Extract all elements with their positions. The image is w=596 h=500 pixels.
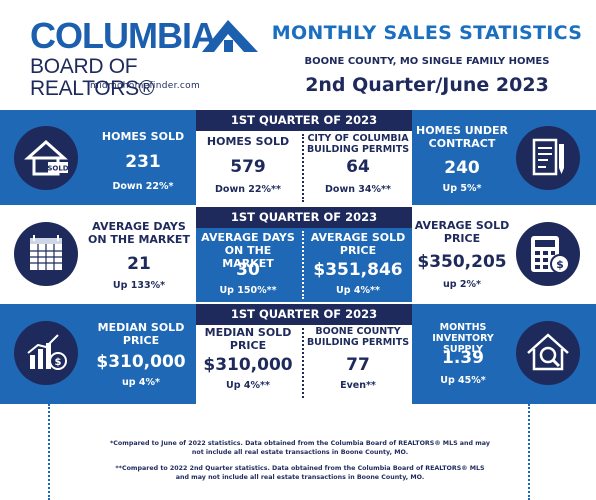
r3-left-label: MEDIAN SOLD PRICE [97,321,185,347]
r1-divider [302,134,304,202]
report-period: 2nd Quarter/June 2023 [305,74,549,96]
row1-quarter-bar: 1ST QUARTER OF 2023 [196,110,412,131]
r2-right-label: AVERAGE SOLD PRICE [414,219,510,245]
logo-url-text: midmohomefinder.com [90,81,201,91]
footnote-1: *Compared to June of 2022 statistics. Da… [110,440,490,456]
footer-dotted-line-left [48,404,50,500]
r2-center-a-change: Up 150%** [219,285,277,296]
house-magnifier-icon [516,321,580,385]
r1-right-value: 240 [444,158,480,178]
r3-center-b-change: Even** [340,380,376,391]
r3-right-value: 1.39 [442,348,484,368]
page-title: MONTHLY SALES STATISTICS [271,22,583,44]
r1-center-b-change: Down 34%** [325,184,391,195]
r1-center-b-label: CITY OF COLUMBIA BUILDING PERMITS [306,133,410,155]
r3-divider [302,328,304,398]
logo-sub-text: BOARD OF REALTORS® [30,55,155,100]
r3-center-a-label: MEDIAN SOLD PRICE [204,326,292,352]
r3-left-change: up 4%* [122,377,160,388]
r1-center-a-value: 579 [230,157,266,177]
bar-chart-dollar-icon: $ [14,321,78,385]
r3-center-a-value: $310,000 [203,355,293,375]
r3-center-b-label: BOONE COUNTY BUILDING PERMITS [306,326,410,348]
logo-main-text: COLUMBIA [30,15,217,56]
r3-right-change: Up 45%* [440,375,486,386]
r2-left-value: 21 [127,254,151,274]
svg-text:SOLD: SOLD [47,165,68,173]
r2-center-b-value: $351,846 [313,260,403,280]
logo-house-icon [202,20,258,52]
r1-right-label: HOMES UNDER CONTRACT [415,124,509,150]
calendar-icon [14,222,78,286]
r2-center-a-label: AVERAGE DAYS ON THE MARKET [201,231,295,270]
columbia-board-logo: COLUMBIA BOARD OF REALTORS® midmohomefin… [30,14,260,100]
r1-center-a-change: Down 22%** [215,184,281,195]
house-sold-icon: SOLD [14,126,78,190]
row2-quarter-bar: 1ST QUARTER OF 2023 [196,207,412,228]
r2-left-label: AVERAGE DAYS ON THE MARKET [88,220,190,246]
r1-left-value: 231 [125,152,161,172]
r1-center-a-label: HOMES SOLD [206,135,290,148]
r1-left-change: Down 22%* [112,181,174,192]
r3-center-b-value: 77 [346,355,370,375]
r2-left-change: Up 133%* [112,280,166,291]
page-subtitle: BOONE COUNTY, MO SINGLE FAMILY HOMES [304,56,550,67]
r3-left-value: $310,000 [96,352,186,372]
r2-divider [302,231,304,299]
row3-quarter-bar: 1ST QUARTER OF 2023 [196,304,412,325]
r2-right-value: $350,205 [417,252,507,272]
r1-right-change: Up 5%* [442,183,482,194]
calculator-dollar-icon: $ [516,222,580,286]
footnote-2: **Compared to 2022 2nd Quarter statistic… [115,465,485,481]
r3-right-label: MONTHS INVENTORY SUPPLY [432,322,494,355]
footer-dotted-line-right [528,404,530,500]
r1-center-b-value: 64 [346,157,370,177]
r2-center-b-change: Up 4%** [336,285,380,296]
r3-center-a-change: Up 4%** [226,380,270,391]
svg-text:$: $ [556,258,564,271]
svg-text:$: $ [55,357,62,368]
r1-left-label: HOMES SOLD [101,130,185,143]
contract-pen-icon [516,126,580,190]
r2-center-a-value: 30 [236,260,260,280]
r2-center-b-label: AVERAGE SOLD PRICE [310,231,406,257]
r2-right-change: up 2%* [443,279,481,290]
